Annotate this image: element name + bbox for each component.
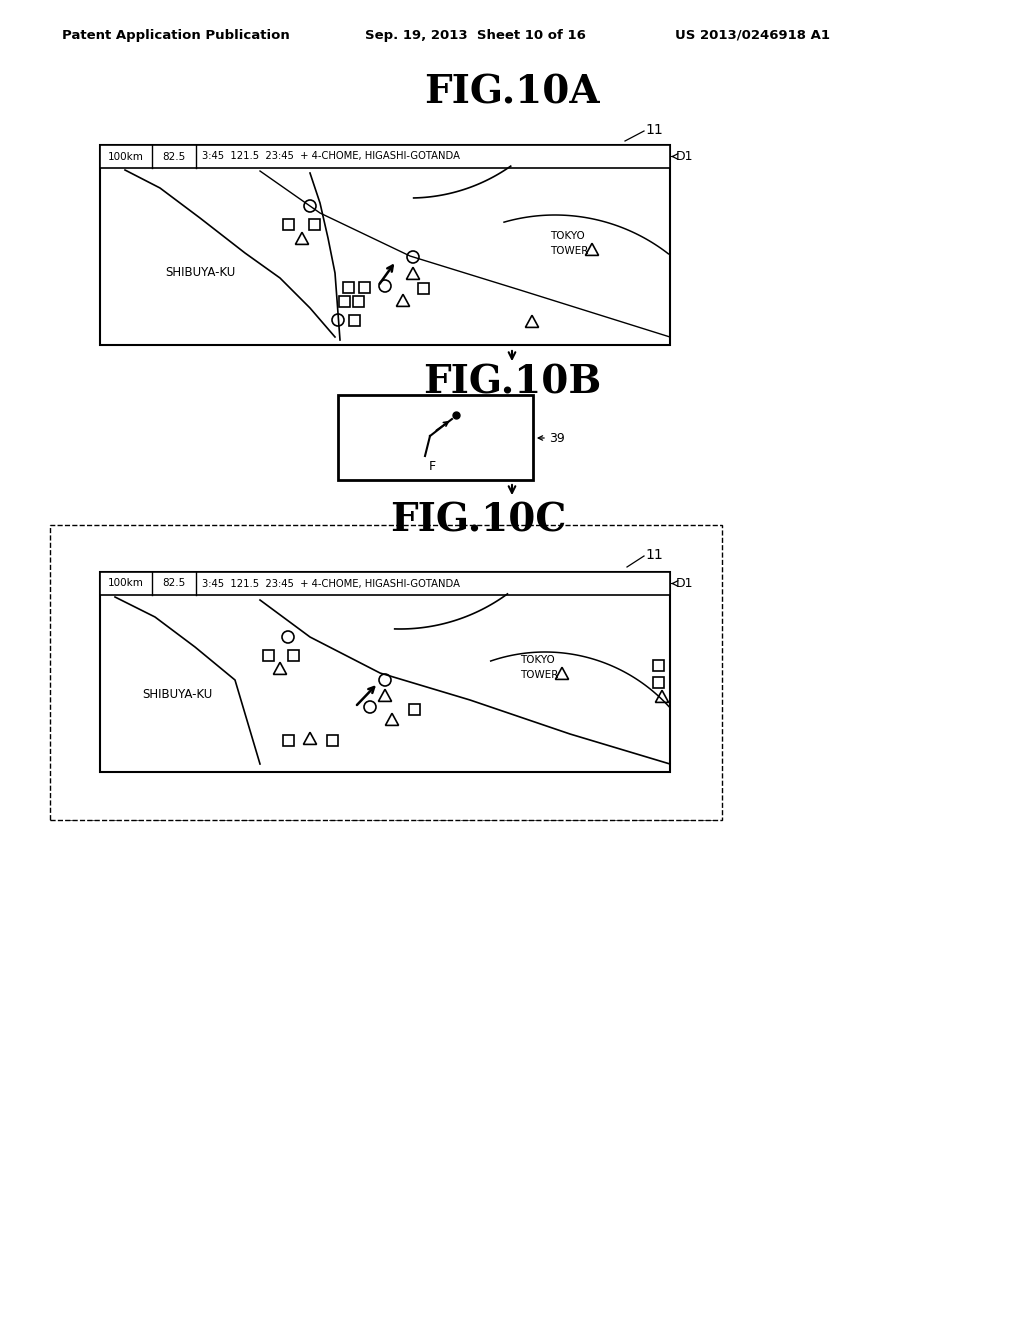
- Bar: [338, 395, 534, 480]
- Text: 39: 39: [549, 432, 565, 445]
- Bar: [283, 219, 294, 230]
- Bar: [50, 525, 722, 820]
- Text: US 2013/0246918 A1: US 2013/0246918 A1: [675, 29, 830, 41]
- Bar: [652, 676, 664, 688]
- Text: 11: 11: [645, 123, 663, 137]
- Text: 3:45  121.5  23:45  + 4-CHOME, HIGASHI-GOTANDA: 3:45 121.5 23:45 + 4-CHOME, HIGASHI-GOTA…: [202, 152, 460, 161]
- Text: 100km: 100km: [109, 578, 144, 589]
- Text: F: F: [429, 459, 436, 473]
- Bar: [288, 649, 299, 660]
- Text: FIG.10A: FIG.10A: [424, 73, 600, 111]
- Bar: [100, 145, 670, 345]
- Text: 82.5: 82.5: [163, 152, 185, 161]
- Text: D1: D1: [676, 577, 693, 590]
- Bar: [409, 704, 420, 714]
- Text: TOWER: TOWER: [520, 671, 558, 680]
- Bar: [418, 282, 428, 293]
- Bar: [100, 145, 670, 168]
- Bar: [358, 281, 370, 293]
- Text: TOKYO: TOKYO: [520, 655, 555, 665]
- Text: SHIBUYA-KU: SHIBUYA-KU: [165, 267, 236, 280]
- Text: 3:45  121.5  23:45  + 4-CHOME, HIGASHI-GOTANDA: 3:45 121.5 23:45 + 4-CHOME, HIGASHI-GOTA…: [202, 578, 460, 589]
- Text: 82.5: 82.5: [163, 578, 185, 589]
- Bar: [339, 296, 349, 306]
- Text: FIG.10C: FIG.10C: [390, 502, 566, 539]
- Bar: [100, 572, 670, 772]
- Text: Patent Application Publication: Patent Application Publication: [62, 29, 290, 41]
- Bar: [100, 572, 670, 595]
- Bar: [308, 219, 319, 230]
- Bar: [262, 649, 273, 660]
- Bar: [327, 734, 338, 746]
- Bar: [283, 734, 294, 746]
- Bar: [342, 281, 353, 293]
- Text: FIG.10B: FIG.10B: [423, 363, 601, 401]
- Text: D1: D1: [676, 150, 693, 162]
- Bar: [348, 314, 359, 326]
- Text: 11: 11: [645, 548, 663, 562]
- Bar: [652, 660, 664, 671]
- Text: SHIBUYA-KU: SHIBUYA-KU: [142, 688, 212, 701]
- Text: 100km: 100km: [109, 152, 144, 161]
- Text: Sep. 19, 2013  Sheet 10 of 16: Sep. 19, 2013 Sheet 10 of 16: [365, 29, 586, 41]
- Text: TOKYO: TOKYO: [550, 231, 585, 242]
- Text: TOWER: TOWER: [550, 246, 589, 256]
- Bar: [352, 296, 364, 306]
